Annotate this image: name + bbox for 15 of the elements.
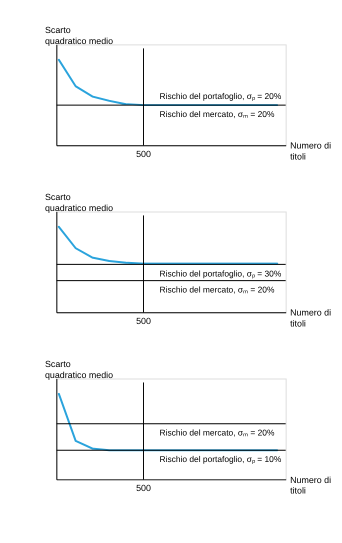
annotation: Rischio del portafoglio, σₚ = 30% (160, 268, 282, 280)
y-axis-title: Scarto quadratico medio (44, 192, 114, 213)
text: 500 (136, 149, 151, 160)
y-axis-title: Scarto quadratico medio (44, 25, 114, 46)
text: 500 (136, 316, 151, 326)
annotation: Rischio del mercato, σₘ = 20% (160, 284, 275, 295)
annotation: Rischio del portafoglio, σₚ = 20% (160, 91, 282, 102)
annotation: Rischio del mercato, σₘ = 20% (160, 108, 275, 119)
annotation: Rischio del mercato, σₘ = 20% (160, 428, 275, 438)
y-axis-title: Scarto quadratico medio (44, 359, 114, 380)
annotation: Rischio del portafoglio, σₚ = 10% (160, 454, 282, 466)
x-axis-title: Numero di titoli (290, 474, 332, 496)
text: 500 (136, 483, 151, 494)
x-axis-title: Numero di titoli (290, 308, 332, 329)
x-axis-title: Numero di titoli (290, 140, 332, 162)
